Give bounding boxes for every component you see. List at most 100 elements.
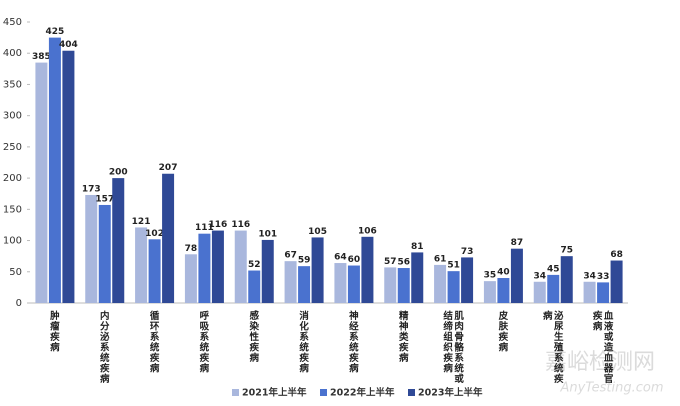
value-label: 34 <box>583 271 596 281</box>
value-label: 73 <box>461 247 474 257</box>
legend-swatch <box>320 389 327 396</box>
x-tick-label: 循环系统疾病 <box>150 310 160 375</box>
value-label: 52 <box>248 260 261 270</box>
bar <box>162 173 175 303</box>
value-label: 102 <box>145 229 164 239</box>
y-tick-label: 400 <box>3 48 22 59</box>
y-tick-label: 150 <box>3 204 22 215</box>
value-label: 51 <box>447 261 460 271</box>
value-label: 67 <box>284 251 297 261</box>
bar <box>560 256 573 303</box>
x-tick-label: 神经系统疾病 <box>349 310 359 375</box>
legend-label: 2023年上半年 <box>418 387 483 399</box>
bar <box>510 248 523 303</box>
bar <box>434 264 447 303</box>
bar <box>298 266 311 303</box>
value-label: 200 <box>109 168 128 178</box>
x-tick-label: 感染性疾病 <box>248 310 259 364</box>
value-label: 111 <box>195 223 214 233</box>
x-tick-label: 呼吸系统疾病 <box>200 310 210 375</box>
value-label: 61 <box>434 254 447 264</box>
x-tick-label: 内分泌系统疾病 <box>100 310 110 385</box>
bar <box>610 260 623 303</box>
bar <box>48 37 61 303</box>
bar <box>533 281 546 303</box>
bar <box>597 282 610 303</box>
x-tick-label: 肌肉骨骼系统或结缔组织疾病 <box>442 310 464 385</box>
y-tick-label: 300 <box>3 111 22 122</box>
value-label: 105 <box>308 227 327 237</box>
bar <box>361 236 374 303</box>
y-tick-label: 50 <box>9 267 22 278</box>
y-tick-label: 100 <box>3 236 22 247</box>
bar <box>148 239 161 303</box>
bar <box>397 268 410 303</box>
legend-label: 2022年上半年 <box>330 387 395 399</box>
bar <box>483 281 496 303</box>
y-tick-label: 0 <box>16 298 22 309</box>
bar <box>35 62 48 303</box>
bar <box>497 278 510 303</box>
value-label: 173 <box>82 184 101 194</box>
bar <box>234 230 247 303</box>
bar <box>447 271 460 303</box>
value-label: 207 <box>159 163 178 173</box>
value-label: 87 <box>511 238 524 248</box>
x-tick-label: 肿瘤疾病 <box>50 310 60 354</box>
value-label: 57 <box>384 257 397 267</box>
y-tick-label: 350 <box>3 79 22 90</box>
x-tick-label: 血液或造血器官疾病 <box>593 310 614 385</box>
bar <box>334 263 347 303</box>
bar <box>384 267 397 303</box>
value-label: 75 <box>560 246 573 256</box>
bar <box>98 204 111 303</box>
bar <box>261 239 274 303</box>
bar <box>411 252 424 303</box>
bar <box>311 237 324 303</box>
value-label: 101 <box>258 229 277 239</box>
bar <box>547 274 560 303</box>
value-label: 35 <box>484 271 497 281</box>
value-label: 81 <box>411 242 424 252</box>
legend-swatch <box>232 389 239 396</box>
watermark-title: 嘉峪检测网 <box>545 350 655 375</box>
value-label: 34 <box>533 271 546 281</box>
legend-label: 2021年上半年 <box>242 387 307 399</box>
value-label: 33 <box>597 272 610 282</box>
x-tick-label: 泌尿生殖系统疾病 <box>543 310 564 385</box>
x-tick-label: 精神类疾病 <box>399 310 409 364</box>
legend-swatch <box>408 389 415 396</box>
bar <box>184 254 197 303</box>
bar <box>85 194 98 303</box>
bar <box>135 227 148 303</box>
value-label: 40 <box>497 268 510 278</box>
value-label: 64 <box>334 253 347 263</box>
value-label: 116 <box>209 220 228 230</box>
bar <box>583 281 596 303</box>
value-label: 59 <box>298 256 311 266</box>
bar <box>112 178 125 303</box>
value-label: 157 <box>95 194 114 204</box>
value-label: 121 <box>132 217 151 227</box>
value-label: 60 <box>348 255 361 265</box>
bar <box>284 261 297 303</box>
bar <box>248 270 261 303</box>
watermark-subtitle: AnyTesting.com <box>559 381 663 396</box>
value-label: 385 <box>32 52 51 62</box>
x-tick-label: 皮肤疾病 <box>498 310 509 354</box>
x-tick-label: 消化系统疾病 <box>299 310 309 375</box>
bar <box>211 230 224 303</box>
bar <box>347 265 360 303</box>
bar <box>198 233 211 303</box>
value-label: 56 <box>397 258 410 268</box>
value-label: 45 <box>547 264 560 274</box>
value-label: 68 <box>610 250 623 260</box>
bar <box>62 50 75 304</box>
y-tick-label: 250 <box>3 142 22 153</box>
value-label: 78 <box>185 244 198 254</box>
y-tick-label: 200 <box>3 173 22 184</box>
value-label: 106 <box>358 226 377 236</box>
value-label: 116 <box>231 220 250 230</box>
bar <box>461 257 474 303</box>
